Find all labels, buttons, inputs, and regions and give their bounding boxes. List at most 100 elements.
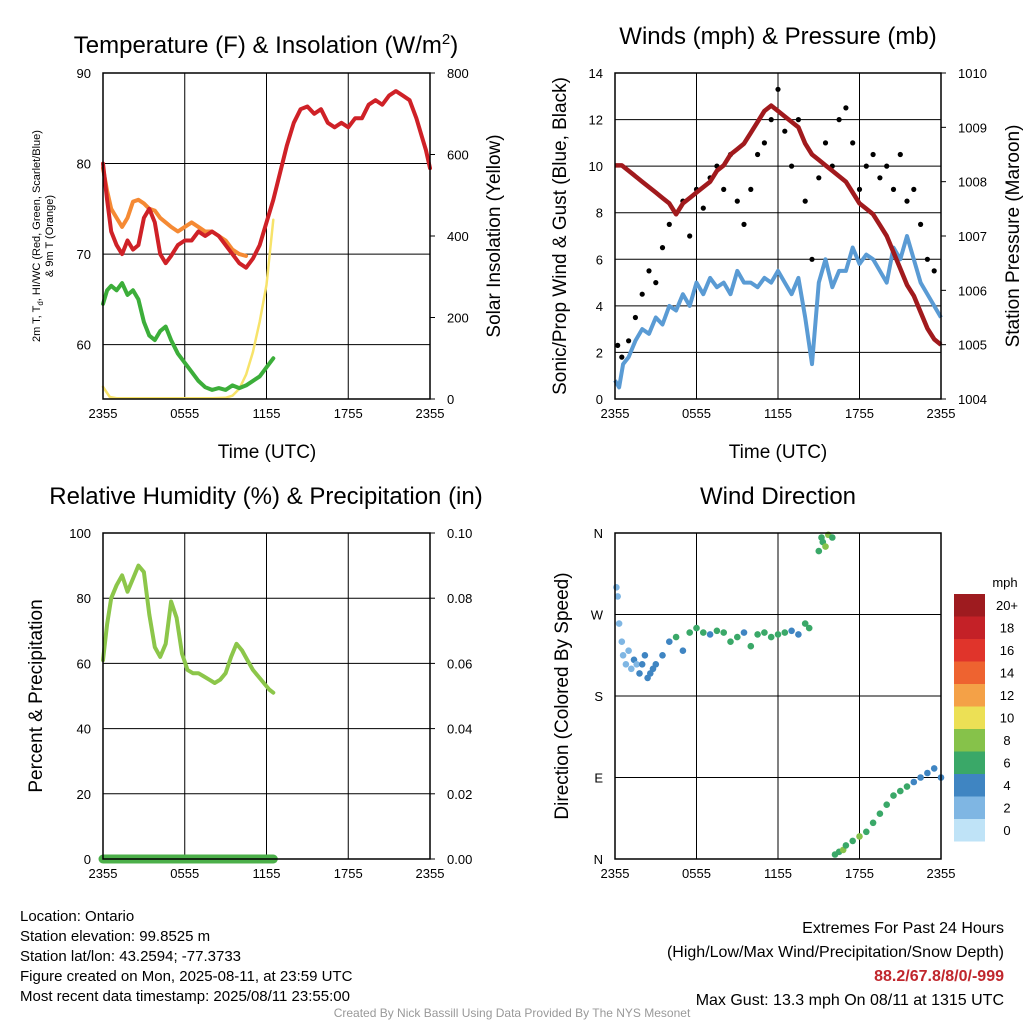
y2-tick-label: 1005 <box>958 338 987 353</box>
direction-point <box>619 652 627 659</box>
temp-2m-line <box>101 89 432 270</box>
recent-timestamp: Most recent data timestamp: 2025/08/11 2… <box>20 988 350 1005</box>
direction-point <box>788 627 795 635</box>
direction-point <box>628 665 635 673</box>
y-tick-label: 100 <box>69 526 91 541</box>
colorbar-swatch <box>954 594 985 617</box>
y2-tick-label: 600 <box>447 148 469 163</box>
y-tick-label: 20 <box>77 787 91 802</box>
temp-y-axis-label: 2m T, Td, HI/WC (Red, Green, Scarlet/Blu… <box>31 130 56 342</box>
colorbar-label: 8 <box>1003 733 1010 748</box>
direction-point <box>614 593 621 600</box>
y-tick-label: 90 <box>77 66 91 81</box>
direction-point <box>761 629 768 636</box>
gust-point <box>890 186 897 192</box>
colorbar-swatch <box>954 751 985 774</box>
temp-panel-title: Temperature (F) & Insolation (W/m2) <box>74 31 458 59</box>
y-tick-label: 10 <box>589 159 603 174</box>
colorbar-label: 4 <box>1003 778 1010 793</box>
gust-point <box>700 205 706 211</box>
y2-tick-label: 800 <box>447 66 469 81</box>
direction-point <box>910 778 918 786</box>
rh-plot-frame <box>102 532 431 860</box>
direction-point <box>636 670 643 677</box>
y-tick-label: W <box>591 608 604 623</box>
figure-created: Figure created on Mon, 2025-08-11, at 23… <box>20 968 353 985</box>
gust-point <box>850 140 856 146</box>
gust-point <box>884 163 890 169</box>
x-tick-label: 2355 <box>601 406 630 421</box>
y-tick-label: 60 <box>77 338 91 353</box>
gust-point <box>789 163 795 169</box>
direction-point <box>633 661 640 668</box>
temp-plot-frame <box>102 72 431 400</box>
y2-tick-label: 400 <box>447 229 469 244</box>
y-tick-label: 4 <box>596 299 603 314</box>
gust-point <box>626 338 632 344</box>
direction-point <box>747 642 755 650</box>
gust-point <box>775 86 781 92</box>
direction-point <box>829 534 836 541</box>
colorbar-swatch <box>954 819 985 842</box>
gust-point <box>734 198 740 204</box>
direction-point <box>924 769 931 777</box>
gust-point <box>870 151 876 158</box>
direction-point <box>613 584 620 591</box>
wind-plot-frame <box>614 72 942 400</box>
direction-point <box>720 629 727 636</box>
max-gust: Max Gust: 13.3 mph On 08/11 at 1315 UTC <box>695 992 1004 1009</box>
rh-y-axis-label: Percent & Precipitation <box>26 599 47 792</box>
colorbar-swatch <box>954 729 985 752</box>
direction-point <box>679 647 687 654</box>
y2-tick-label: 1006 <box>958 283 987 298</box>
y-tick-label: 6 <box>596 252 603 267</box>
rh-line <box>101 563 276 695</box>
direction-point <box>615 620 623 627</box>
gust-point <box>741 221 747 227</box>
x-tick-label: 1755 <box>334 406 363 421</box>
x-tick-label: 2355 <box>416 866 445 881</box>
dir-plot-frame <box>614 532 942 860</box>
x-tick-label: 1755 <box>845 866 874 881</box>
colorbar-title: mph <box>992 575 1017 590</box>
colorbar-label: 12 <box>1000 688 1014 703</box>
station-elevation: Station elevation: 99.8525 m <box>20 928 211 945</box>
dir-panel-title: Wind Direction <box>700 483 856 510</box>
colorbar-swatch <box>954 661 985 684</box>
direction-point <box>917 774 924 781</box>
direction-point <box>622 661 630 668</box>
y-tick-label: 12 <box>589 113 603 128</box>
direction-point <box>930 765 938 772</box>
temp-panel: Temperature (F) & Insolation (W/m2) 2355… <box>31 31 505 463</box>
dir-panel: Wind Direction 2355 0555 1155 1755 2355NESWN… <box>552 483 1018 881</box>
direction-point <box>815 547 823 555</box>
direction-point <box>774 631 782 638</box>
y2-tick-label: 1010 <box>958 66 987 81</box>
direction-point <box>876 810 884 817</box>
colorbar-swatch <box>954 684 985 707</box>
station-info: Location: Ontario Station elevation: 99.… <box>20 907 352 1007</box>
y2-tick-label: 1004 <box>958 392 987 407</box>
wind-y2-axis-label: Station Pressure (Maroon) <box>1003 125 1024 348</box>
direction-point <box>713 627 721 635</box>
x-tick-label: 1755 <box>334 866 363 881</box>
y-tick-label: 40 <box>77 722 91 737</box>
y-tick-label: 8 <box>596 206 603 221</box>
gust-point <box>755 151 761 158</box>
x-tick-label: 2355 <box>927 406 956 421</box>
gust-point <box>863 163 869 169</box>
pressure-line <box>615 103 943 347</box>
x-tick-label: 1155 <box>253 406 281 421</box>
direction-point <box>801 620 809 627</box>
y2-tick-label: 0.08 <box>447 591 472 606</box>
direction-point <box>890 792 897 799</box>
colorbar-label: 6 <box>1003 756 1010 771</box>
rh-panel-title: Relative Humidity (%) & Precipitation (i… <box>49 483 482 510</box>
direction-point <box>734 633 741 641</box>
extremes-subtitle: (High/Low/Max Wind/Precipitation/Snow De… <box>666 944 1004 961</box>
gust-point <box>768 117 774 123</box>
gust-point <box>897 151 903 158</box>
x-tick-label: 1155 <box>764 406 792 421</box>
direction-point <box>740 629 748 636</box>
